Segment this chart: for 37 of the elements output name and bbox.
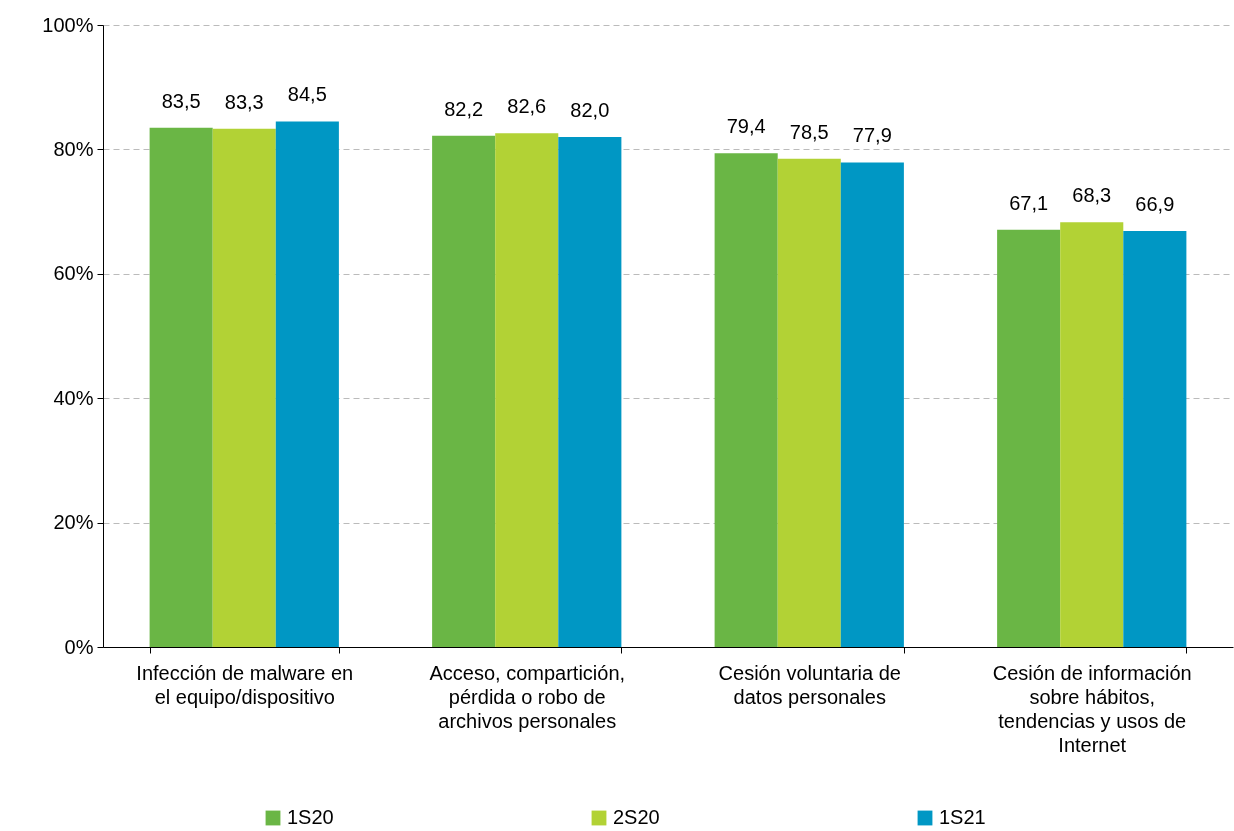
legend-label: 2S20 [613, 806, 660, 828]
legend-label: 1S21 [939, 806, 986, 828]
x-tick-label: Cesión voluntaria de datos personales [718, 661, 901, 708]
data-label: 67,1 [1009, 191, 1049, 214]
data-label: 77,9 [852, 124, 892, 147]
x-tick-label: Acceso, compartición, pérdida o robo de archivos personales [429, 661, 626, 732]
data-label: 84,5 [287, 83, 327, 106]
bar [714, 153, 778, 647]
bar [212, 128, 276, 647]
data-label: 79,4 [726, 115, 766, 138]
bar [777, 158, 841, 647]
x-tick-label: Infección de malware en el equipo/dispositivo [136, 661, 354, 708]
y-tick-label: 80% [53, 137, 94, 160]
bar [275, 121, 339, 647]
bar [432, 135, 496, 647]
bar [840, 162, 904, 647]
bar [1060, 222, 1124, 647]
data-label: 83,5 [161, 89, 201, 112]
bar [495, 133, 559, 647]
data-label: 82,2 [444, 97, 484, 120]
data-label: 68,3 [1072, 184, 1112, 207]
y-tick-label: 100% [42, 13, 94, 36]
bar [1123, 230, 1187, 647]
y-tick-label: 40% [53, 386, 94, 409]
y-tick-label: 20% [53, 511, 94, 534]
legend-label: 1S20 [287, 806, 334, 828]
y-tick-label: 0% [64, 635, 94, 658]
y-tick-label: 60% [53, 262, 94, 285]
data-label: 82,6 [507, 95, 547, 118]
data-label: 66,9 [1135, 192, 1175, 215]
x-tick-label: Cesión de información sobre hábitos, tendencias y usos de Internet [992, 661, 1192, 756]
bar [558, 136, 622, 647]
data-label: 82,0 [570, 98, 610, 121]
bar [149, 127, 213, 647]
bar [997, 229, 1061, 647]
data-label: 78,5 [789, 120, 829, 143]
data-label: 83,3 [224, 90, 264, 113]
